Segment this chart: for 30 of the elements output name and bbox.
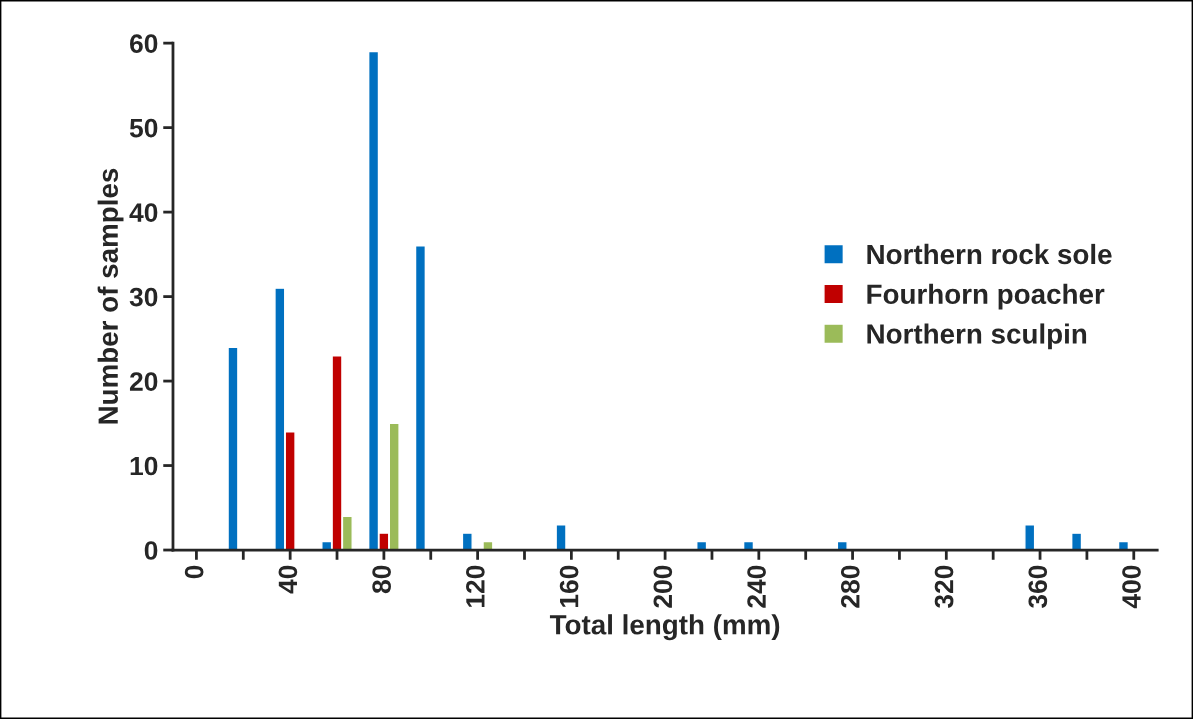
- x-axis-title: Total length (mm): [549, 614, 780, 641]
- y-tick-label: 30: [129, 287, 158, 307]
- bar: [227, 346, 239, 551]
- x-tick-label: 200: [653, 565, 673, 608]
- bar: [1024, 523, 1036, 551]
- y-tick-label: 40: [129, 203, 158, 222]
- x-tick-label: 280: [840, 565, 860, 608]
- bar: [1071, 532, 1083, 551]
- bar: [482, 540, 494, 551]
- x-tick-label: 0: [184, 565, 204, 579]
- legend-label: Fourhorn poacher: [867, 283, 1105, 310]
- y-tick-label: 20: [129, 372, 158, 391]
- bar: [461, 532, 473, 551]
- x-tick-label: 40: [278, 565, 298, 594]
- bar: [414, 245, 427, 551]
- y-tick-label: 50: [129, 118, 158, 138]
- y-tick-label: 10: [130, 456, 158, 476]
- x-tick-label: 120: [466, 565, 485, 607]
- x-tick-label: 80: [372, 565, 391, 594]
- legend-label: Northern rock sole: [867, 243, 1112, 265]
- y-axis-title: Number of samples: [97, 168, 124, 424]
- bar: [555, 523, 567, 551]
- legend-label: Northern sculpin: [867, 323, 1087, 350]
- x-tick-label: 400: [1122, 565, 1141, 609]
- x-tick-label: 240: [747, 565, 766, 608]
- x-tick-label: 320: [934, 565, 954, 609]
- x-tick-label: 160: [559, 565, 579, 607]
- y-tick-label: 0: [144, 541, 158, 560]
- y-tick-label: 60: [130, 34, 158, 53]
- x-tick-label: 360: [1028, 565, 1048, 609]
